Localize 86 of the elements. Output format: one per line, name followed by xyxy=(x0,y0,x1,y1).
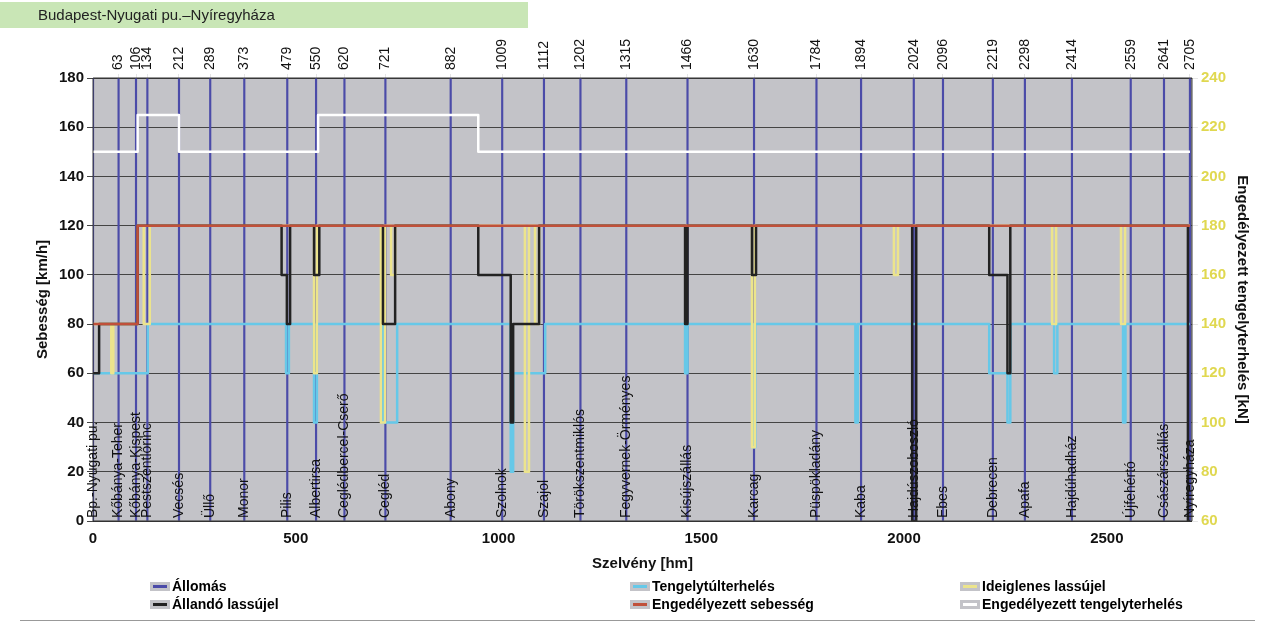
x-axis-title: Szelvény [hm] xyxy=(592,554,693,572)
x2-tick-label: 1202 xyxy=(571,38,588,70)
legend-label: Állandó lassújel xyxy=(172,596,279,612)
data-label: Szajol xyxy=(534,479,551,518)
y-tick-label: 40 xyxy=(67,412,85,430)
y-tick-label: 140 xyxy=(59,166,85,184)
y2-tick-label: 60 xyxy=(1200,511,1218,529)
x2-tick-label: 1630 xyxy=(744,38,761,70)
x2-tick-label: 212 xyxy=(169,46,186,70)
y2-tick-label: 180 xyxy=(1200,215,1226,233)
x2-tick-label: 2298 xyxy=(1015,38,1032,70)
x2-tick-label: 1784 xyxy=(807,38,824,70)
y2-tick-label: 100 xyxy=(1200,412,1226,430)
y-tick-label: 120 xyxy=(59,215,85,233)
y2-tick-label: 120 xyxy=(1200,363,1226,381)
chart-title: Budapest-Nyugati pu.–Nyíregyháza xyxy=(0,2,528,28)
x2-tick-label: 550 xyxy=(306,46,323,70)
y-tick-label: 60 xyxy=(67,363,85,381)
legend-label: Ideiglenes lassújel xyxy=(982,578,1106,594)
legend-label: Engedélyezett tengelyterhelés xyxy=(982,596,1183,612)
data-label: Vecsés xyxy=(169,472,186,518)
y-tick-label: 0 xyxy=(75,511,85,529)
y-tick-label: 80 xyxy=(67,314,85,332)
x-tick-label: 0 xyxy=(88,529,98,547)
data-label: Ceglédbercel-Cserő xyxy=(335,393,352,518)
x2-tick-label: 721 xyxy=(376,46,393,70)
data-label: Kisújszállás xyxy=(678,444,695,518)
data-label: Abony xyxy=(441,478,458,518)
x2-tick-label: 1894 xyxy=(851,38,868,70)
y-tick-label: 160 xyxy=(59,117,85,135)
x2-tick-label: 2096 xyxy=(933,38,950,70)
x2-tick-label: 882 xyxy=(441,46,458,70)
data-label: Pilis xyxy=(278,492,295,518)
y2-axis-title: Engedélyezett tengelyterhelés [kN] xyxy=(1234,175,1252,424)
data-label: Üllő xyxy=(200,493,218,518)
data-label: Újfehértó xyxy=(1121,460,1138,518)
x2-tick-label: 373 xyxy=(235,46,252,70)
x2-tick-label: 2414 xyxy=(1062,38,1079,70)
x2-tick-label: 479 xyxy=(278,46,295,70)
x2-tick-label: 1315 xyxy=(617,38,634,70)
y2-tick-label: 240 xyxy=(1200,68,1226,86)
x2-tick-label: 620 xyxy=(335,46,352,70)
x-tick-label: 2500 xyxy=(1090,529,1124,547)
data-label: Kőbánya-Teher xyxy=(109,422,126,518)
legend-label: Állomás xyxy=(172,578,227,594)
y-axis-title: Sebesség [km/h] xyxy=(33,239,51,360)
data-label: Püspökladány xyxy=(807,430,824,518)
data-label: Albertirsa xyxy=(306,458,323,518)
x-tick-label: 500 xyxy=(283,529,309,547)
y-tick-label: 20 xyxy=(67,461,85,479)
y2-tick-label: 160 xyxy=(1200,265,1226,283)
data-label: Hajdúhadház xyxy=(1062,435,1079,518)
data-label: Kaba xyxy=(851,485,868,518)
x2-tick-label: 1112 xyxy=(534,40,551,70)
data-label: Monor xyxy=(235,477,252,518)
y2-tick-label: 140 xyxy=(1200,314,1226,332)
x2-tick-label: 2641 xyxy=(1154,38,1171,70)
data-label: Apafa xyxy=(1015,481,1032,518)
x2-tick-label: 1466 xyxy=(678,38,695,70)
data-label: Szolnok xyxy=(493,467,510,518)
legend-label: Engedélyezett sebesség xyxy=(652,596,814,612)
x2-tick-label: 63 xyxy=(109,54,126,70)
legend-label: Tengelytúlterhelés xyxy=(652,578,775,594)
data-label: Debrecen xyxy=(983,457,1000,518)
y2-tick-label: 80 xyxy=(1200,461,1218,479)
data-label: Császárszállás xyxy=(1154,423,1171,518)
x2-tick-label: 2559 xyxy=(1121,38,1138,70)
data-label: Bp.-Nyugati pu. xyxy=(83,421,100,518)
data-label: Fegyvernek-Örményes xyxy=(616,375,634,518)
y-tick-label: 100 xyxy=(59,265,85,283)
x-tick-label: 2000 xyxy=(887,529,921,547)
data-label: Törökszentmiklós xyxy=(571,409,588,518)
x2-tick-label: 289 xyxy=(201,46,218,70)
x2-tick-label: 2219 xyxy=(983,38,1000,70)
y-tick-label: 180 xyxy=(59,68,85,86)
x2-tick-label: 2705 xyxy=(1180,38,1197,70)
data-label: Ebes xyxy=(933,486,950,518)
x2-tick-label: 1009 xyxy=(493,38,510,70)
y2-tick-label: 200 xyxy=(1200,166,1226,184)
x-tick-label: 1500 xyxy=(684,529,718,547)
data-label: Nyíregyháza xyxy=(1180,439,1197,518)
x-tick-label: 1000 xyxy=(481,529,516,547)
data-label: Karcag xyxy=(744,473,761,518)
y2-tick-label: 220 xyxy=(1200,117,1226,135)
data-label: Cegléd xyxy=(376,473,393,518)
x2-tick-label: 2024 xyxy=(904,38,921,70)
